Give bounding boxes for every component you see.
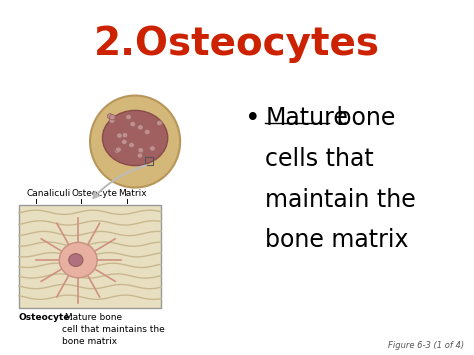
Ellipse shape <box>138 149 144 154</box>
Ellipse shape <box>145 129 150 135</box>
Ellipse shape <box>116 147 121 152</box>
Ellipse shape <box>137 153 143 158</box>
FancyBboxPatch shape <box>19 205 161 308</box>
Ellipse shape <box>126 114 131 120</box>
Ellipse shape <box>121 139 127 144</box>
Ellipse shape <box>138 148 144 153</box>
Text: bone: bone <box>329 106 396 130</box>
Ellipse shape <box>156 120 162 126</box>
Ellipse shape <box>109 115 115 120</box>
Ellipse shape <box>109 118 115 123</box>
Text: Osteocyte: Osteocyte <box>71 189 117 198</box>
Ellipse shape <box>102 110 168 165</box>
Ellipse shape <box>137 125 143 130</box>
Ellipse shape <box>150 146 155 151</box>
Ellipse shape <box>59 242 97 278</box>
Text: Figure 6-3 (1 of 4): Figure 6-3 (1 of 4) <box>388 341 465 350</box>
Ellipse shape <box>69 254 83 267</box>
Text: maintain the: maintain the <box>265 187 416 212</box>
Text: Osteocyte:: Osteocyte: <box>19 313 74 322</box>
Text: Mature bone
cell that maintains the
bone matrix: Mature bone cell that maintains the bone… <box>62 313 164 346</box>
Ellipse shape <box>90 95 180 187</box>
Text: 2.Osteocytes: 2.Osteocytes <box>94 25 380 63</box>
Text: Matrix: Matrix <box>118 189 147 198</box>
Ellipse shape <box>129 142 135 148</box>
Ellipse shape <box>122 132 128 138</box>
Text: cells that: cells that <box>265 147 374 171</box>
Ellipse shape <box>117 133 122 138</box>
Ellipse shape <box>107 114 113 119</box>
Ellipse shape <box>130 121 136 127</box>
Text: Mature: Mature <box>265 106 348 130</box>
Text: •: • <box>245 106 261 132</box>
Ellipse shape <box>114 148 120 153</box>
Text: Canaliculi: Canaliculi <box>26 189 70 198</box>
Text: bone matrix: bone matrix <box>265 228 409 252</box>
